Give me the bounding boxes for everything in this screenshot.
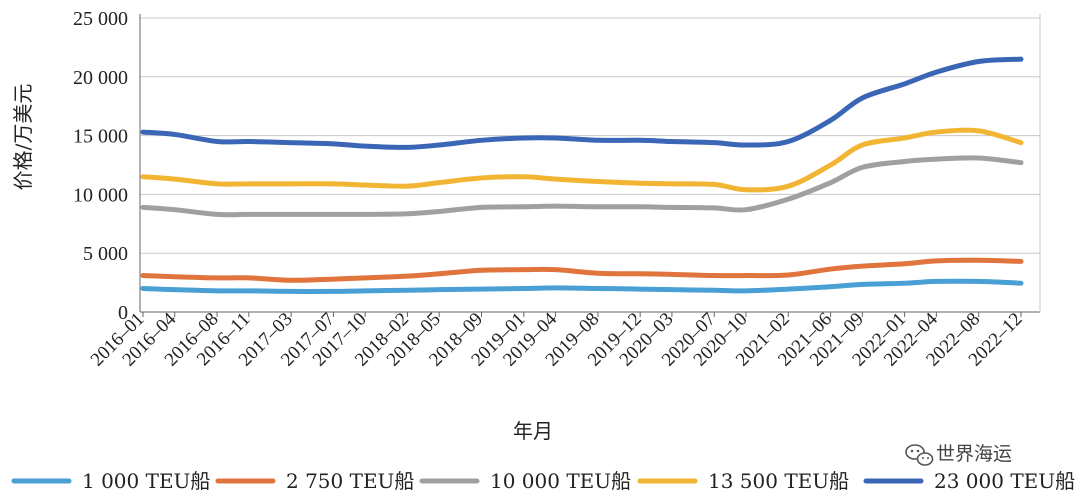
legend-label: 23 000 TEU船 bbox=[934, 469, 1075, 493]
series-line bbox=[140, 278, 1024, 294]
legend-item: 13 500 TEU船 bbox=[637, 469, 849, 493]
wechat-icon bbox=[905, 444, 934, 466]
legend-item: 1 000 TEU船 bbox=[11, 469, 210, 493]
legend-label: 1 000 TEU船 bbox=[82, 469, 210, 493]
series-line bbox=[140, 127, 1024, 193]
axes bbox=[139, 14, 1041, 313]
y-axis-ticks: 0 5 000 10 000 15 000 20 000 25 000 bbox=[73, 8, 128, 324]
legend: 1 000 TEU船 2 750 TEU船 10 000 TEU船 13 500 TE… bbox=[11, 469, 1075, 493]
series-line bbox=[140, 257, 1024, 283]
y-tick-label: 20 000 bbox=[73, 67, 128, 89]
y-tick-label: 25 000 bbox=[73, 8, 128, 30]
legend-label: 2 750 TEU船 bbox=[286, 469, 414, 493]
y-tick-label: 10 000 bbox=[73, 184, 128, 206]
legend-label: 10 000 TEU船 bbox=[490, 469, 631, 493]
series-line bbox=[140, 155, 1024, 218]
legend-item: 10 000 TEU船 bbox=[419, 469, 631, 493]
y-tick-label: 0 bbox=[118, 302, 128, 324]
x-axis-label: 年月 bbox=[513, 419, 553, 443]
x-axis-ticks: 2016–012016–042016–082016–112017–032017–… bbox=[87, 308, 1027, 370]
legend-label: 13 500 TEU船 bbox=[708, 469, 849, 493]
watermark: 世界海运 bbox=[905, 443, 1012, 466]
legend-item: 23 000 TEU船 bbox=[863, 469, 1075, 493]
y-axis-label: 价格/万美元 bbox=[11, 84, 35, 191]
watermark-text: 世界海运 bbox=[936, 443, 1012, 465]
series-line bbox=[140, 56, 1024, 150]
y-tick-label: 15 000 bbox=[73, 126, 128, 148]
gridlines bbox=[140, 17, 1040, 254]
series-lines bbox=[140, 56, 1024, 294]
legend-item: 2 750 TEU船 bbox=[215, 469, 414, 493]
y-tick-label: 5 000 bbox=[83, 243, 128, 265]
